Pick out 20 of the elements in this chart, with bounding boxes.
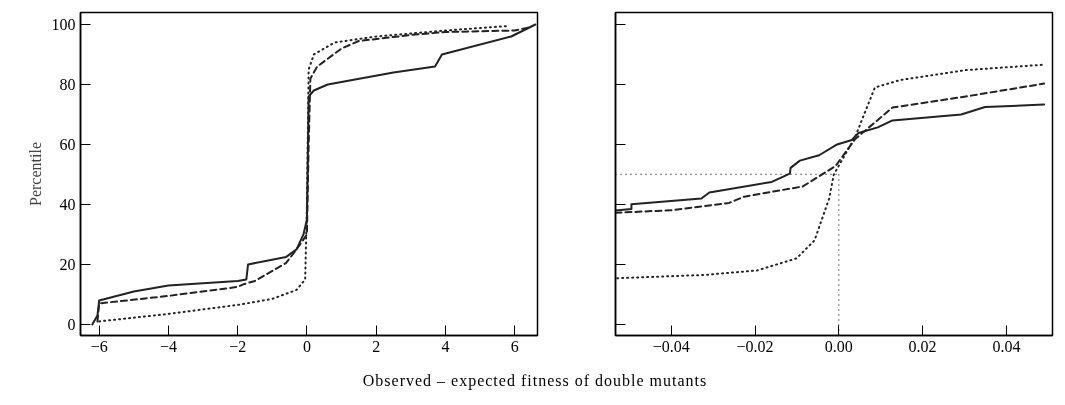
- x-tick-label: 0.00: [824, 337, 853, 355]
- y-tick-label: 100: [51, 16, 76, 33]
- x-tick-label: 6: [510, 337, 519, 355]
- x-tick-label: −2: [229, 337, 247, 355]
- x-tick-label: −4: [159, 337, 177, 355]
- x-axis-title: Observed – expected fitness of double mutants: [362, 371, 708, 392]
- y-tick-label: 60: [59, 135, 76, 153]
- x-tick-label: 0.04: [992, 337, 1021, 355]
- x-tick-label: −0.02: [736, 337, 774, 355]
- x-tick-label: 0.02: [908, 337, 937, 355]
- y-axis-title: Percentile: [26, 142, 44, 206]
- x-tick-label: 0: [302, 337, 311, 355]
- x-tick-label: −6: [90, 337, 108, 355]
- y-tick-label: 80: [59, 75, 76, 93]
- x-tick-label: 4: [441, 337, 450, 355]
- x-tick-label: 2: [372, 337, 381, 355]
- y-tick-label: 20: [59, 255, 76, 273]
- y-tick-label: 40: [59, 195, 76, 213]
- x-tick-label: −0.04: [652, 337, 690, 355]
- y-tick-label: 0: [67, 315, 76, 333]
